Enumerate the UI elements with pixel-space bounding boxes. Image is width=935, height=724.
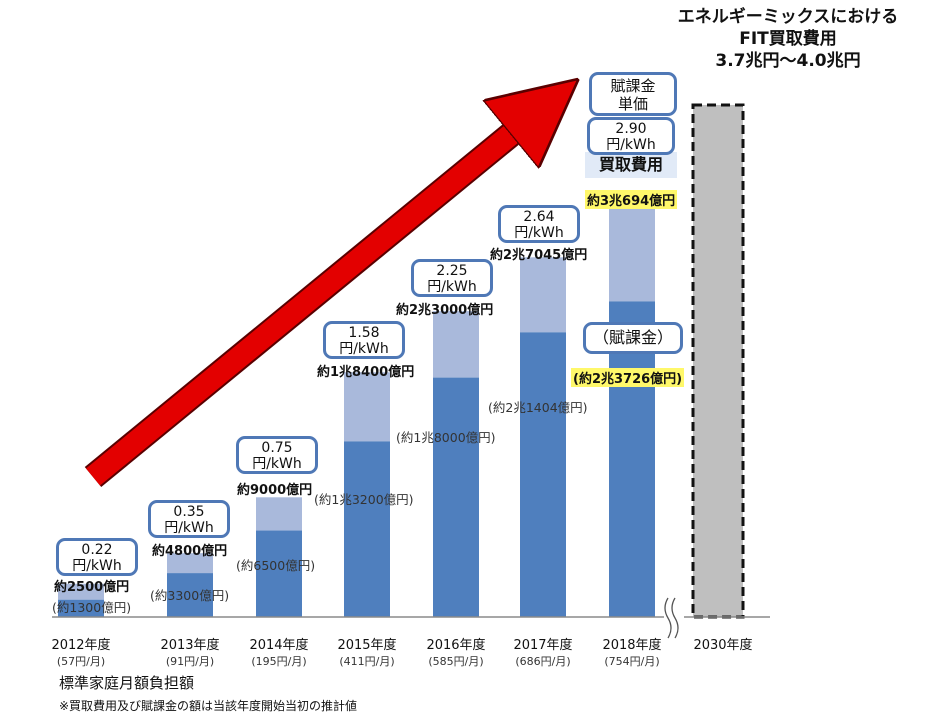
x-tick-monthly-4: (585円/月): [428, 655, 484, 668]
x-tick-monthly-6: (754円/月): [604, 655, 660, 668]
unit-price-box-6: 2.90 円/kWh: [587, 117, 675, 155]
legend-surcharge: （賦課金）: [583, 322, 683, 354]
unit-price-unit-3: 円/kWh: [339, 341, 389, 357]
unit-price-box-3: 1.58 円/kWh: [323, 321, 405, 359]
unit-price-box-5: 2.64 円/kWh: [498, 205, 580, 243]
x-tick-year-3: 2015年度: [337, 638, 397, 653]
bar-surcharge-5: [520, 332, 566, 617]
x-tick-monthly-1: (91円/月): [165, 655, 215, 668]
unit-price-value-2: 0.75: [261, 440, 293, 456]
surcharge-label-4: (約1兆8000億円): [396, 430, 496, 445]
bar-surcharge-0: [58, 599, 104, 617]
bar-purchase-cost-5: [520, 257, 566, 333]
bar-surcharge-3: [344, 441, 390, 617]
total-label-5: 約2兆7045億円: [490, 248, 588, 263]
x-tick-monthly-3: (411円/月): [339, 655, 395, 668]
x-tick-year-2: 2014年度: [249, 638, 309, 653]
x-tick-label-3: 2015年度 (411円/月): [322, 634, 412, 669]
surcharge-label-0: (約1300億円): [52, 600, 132, 615]
x-tick-year-1: 2013年度: [160, 638, 220, 653]
unit-price-value-1: 0.35: [173, 504, 205, 520]
x-tick-label-5: 2017年度 (686円/月): [498, 634, 588, 669]
x-tick-monthly-2: (195円/月): [251, 655, 307, 668]
total-label-1: 約4800億円: [152, 544, 228, 559]
x-tick-monthly-0: (57円/月): [56, 655, 106, 668]
chart-title-2030: エネルギーミックスにおける FIT買取費用 3.7兆円～4.0兆円: [652, 6, 924, 72]
bar-2030-projection: [691, 103, 745, 619]
total-label-3: 約1兆8400億円: [317, 365, 415, 380]
legend-unit-price-line2: 単価: [617, 95, 648, 113]
x-tick-label-6: 2018年度 (754円/月): [587, 634, 677, 669]
unit-price-unit-0: 円/kWh: [72, 558, 122, 574]
surcharge-label-2: (約6500億円): [236, 558, 316, 573]
bar-purchase-cost-6: [609, 208, 655, 302]
unit-price-box-2: 0.75 円/kWh: [236, 436, 318, 474]
legend-unit-price-line1: 賦課金: [610, 77, 656, 95]
unit-price-value-6: 2.90: [615, 121, 647, 137]
unit-price-value-3: 1.58: [348, 325, 380, 341]
unit-price-unit-1: 円/kWh: [164, 520, 214, 536]
total-label-2: 約9000億円: [237, 483, 313, 498]
unit-price-value-4: 2.25: [436, 263, 468, 279]
surcharge-label-1: (約3300億円): [150, 588, 230, 603]
unit-price-box-0: 0.22 円/kWh: [56, 538, 138, 576]
unit-price-value-0: 0.22: [81, 542, 113, 558]
unit-price-unit-5: 円/kWh: [514, 225, 564, 241]
title-line-1: エネルギーミックスにおける: [677, 7, 899, 27]
x-tick-label-4: 2016年度 (585円/月): [411, 634, 501, 669]
bar-purchase-cost-0: [58, 583, 104, 600]
bar-purchase-cost-3: [344, 372, 390, 442]
x-tick-label-2: 2014年度 (195円/月): [234, 634, 324, 669]
x-tick-year-6: 2018年度: [602, 638, 662, 653]
x-tick-label-0: 2012年度 (57円/月): [36, 634, 126, 669]
unit-price-value-5: 2.64: [523, 209, 555, 225]
title-line-2: FIT買取費用: [739, 29, 837, 49]
bar-surcharge-6: [609, 301, 655, 617]
total-label-4: 約2兆3000億円: [396, 303, 494, 318]
unit-price-unit-6: 円/kWh: [606, 137, 656, 153]
household-caption: 標準家庭月額負担額: [59, 674, 195, 692]
bar-purchase-cost-1: [167, 553, 213, 574]
growth-arrow-fill: [86, 104, 548, 486]
bar-purchase-cost-2: [256, 497, 302, 531]
legend-unit-price: 賦課金 単価: [589, 72, 677, 116]
bars-group: [58, 103, 745, 619]
unit-price-unit-4: 円/kWh: [427, 279, 477, 295]
unit-price-box-1: 0.35 円/kWh: [148, 500, 230, 538]
unit-price-box-4: 2.25 円/kWh: [411, 259, 493, 297]
surcharge-label-6: (約2兆3726億円): [571, 368, 685, 387]
x-tick-label-1: 2013年度 (91円/月): [145, 634, 235, 669]
surcharge-label-3: (約1兆3200億円): [314, 492, 414, 507]
x-tick-year-4: 2016年度: [426, 638, 486, 653]
title-line-3: 3.7兆円～4.0兆円: [715, 51, 861, 71]
bar-surcharge-1: [167, 573, 213, 617]
bar-purchase-cost-4: [433, 311, 479, 378]
x-tick-year-7: 2030年度: [693, 638, 753, 653]
bar-surcharge-4: [433, 377, 479, 617]
x-tick-monthly-5: (686円/月): [515, 655, 571, 668]
total-label-6: 約3兆694億円: [585, 190, 678, 209]
bar-surcharge-2: [256, 530, 302, 617]
unit-price-unit-2: 円/kWh: [252, 456, 302, 472]
footnote: ※買取費用及び賦課金の額は当該年度開始当初の推計値: [59, 699, 358, 713]
surcharge-label-5: (約2兆1404億円): [488, 400, 588, 415]
legend-purchase-cost: 買取費用: [585, 152, 677, 178]
axis-break-mark: [664, 597, 679, 639]
x-tick-year-0: 2012年度: [51, 638, 111, 653]
x-tick-year-5: 2017年度: [513, 638, 573, 653]
total-label-0: 約2500億円: [54, 580, 130, 595]
x-tick-label-7: 2030年度: [678, 634, 768, 653]
